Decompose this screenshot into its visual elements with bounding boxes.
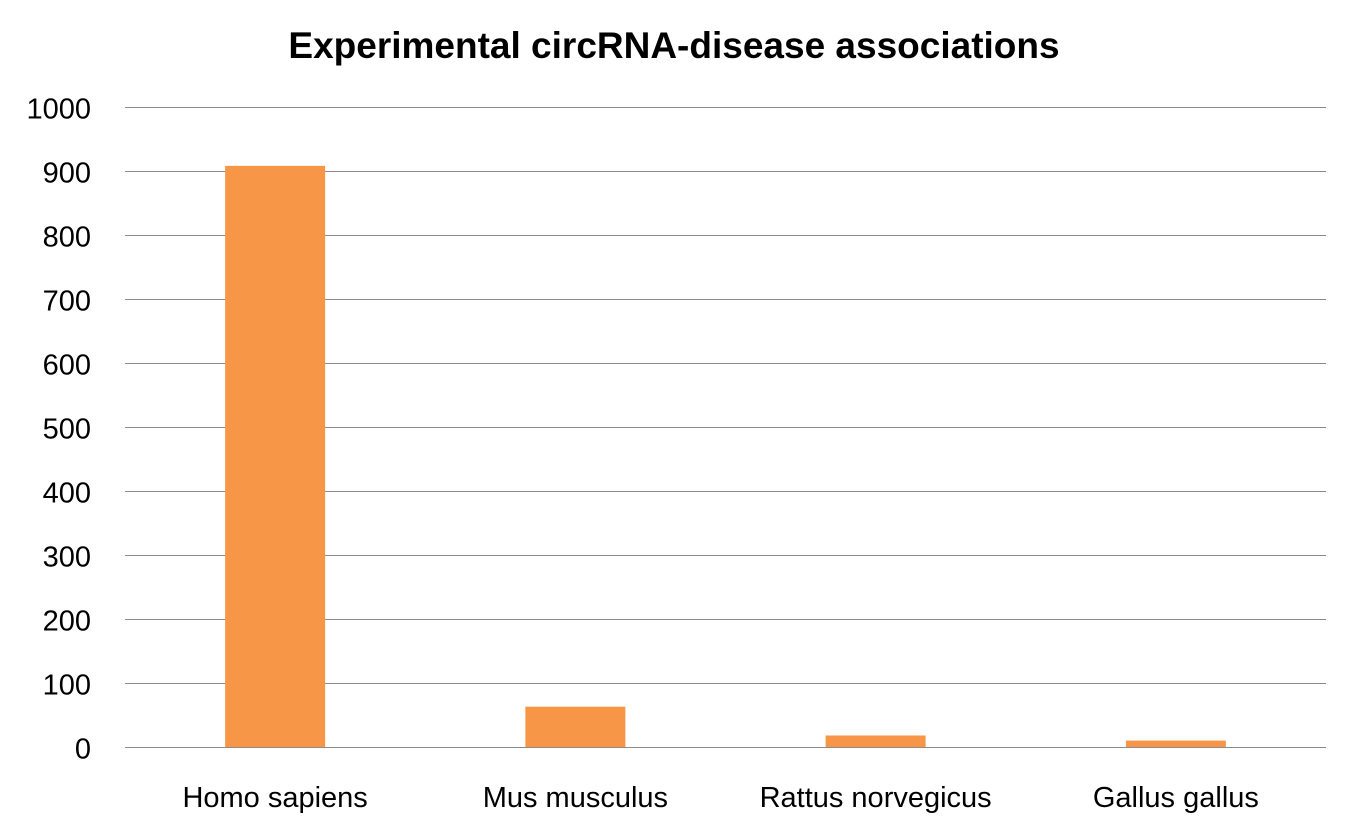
y-tick-label: 500	[43, 414, 91, 446]
bars	[225, 165, 1226, 747]
x-tick-label: Gallus gallus	[1093, 782, 1259, 814]
chart-title: Experimental circRNA-disease association…	[288, 25, 1060, 66]
x-tick-label: Rattus norvegicus	[760, 782, 992, 814]
y-tick-label: 300	[43, 542, 91, 574]
y-tick-label: 600	[43, 350, 91, 382]
bar-mus-musculus	[525, 706, 626, 747]
y-tick-label: 400	[43, 478, 91, 510]
y-tick-label: 100	[43, 670, 91, 702]
y-axis-tick-labels: 0 100 200 300 400 500 600 700 800 900 1000	[26, 94, 91, 766]
bar-homo-sapiens	[225, 165, 326, 747]
y-tick-label: 900	[43, 158, 91, 190]
y-tick-label: 700	[43, 286, 91, 318]
x-tick-label: Mus musculus	[483, 782, 668, 814]
y-tick-label: 1000	[26, 94, 91, 126]
y-tick-label: 200	[43, 606, 91, 638]
bar-rattus-norvegicus	[825, 735, 926, 747]
y-tick-label: 0	[75, 734, 91, 766]
x-tick-label: Homo sapiens	[182, 782, 367, 814]
bar-gallus-gallus	[1125, 740, 1226, 747]
y-tick-label: 800	[43, 222, 91, 254]
x-axis-tick-labels: Homo sapiens Mus musculus Rattus norvegicu…	[182, 782, 1258, 814]
gridlines	[125, 107, 1326, 748]
